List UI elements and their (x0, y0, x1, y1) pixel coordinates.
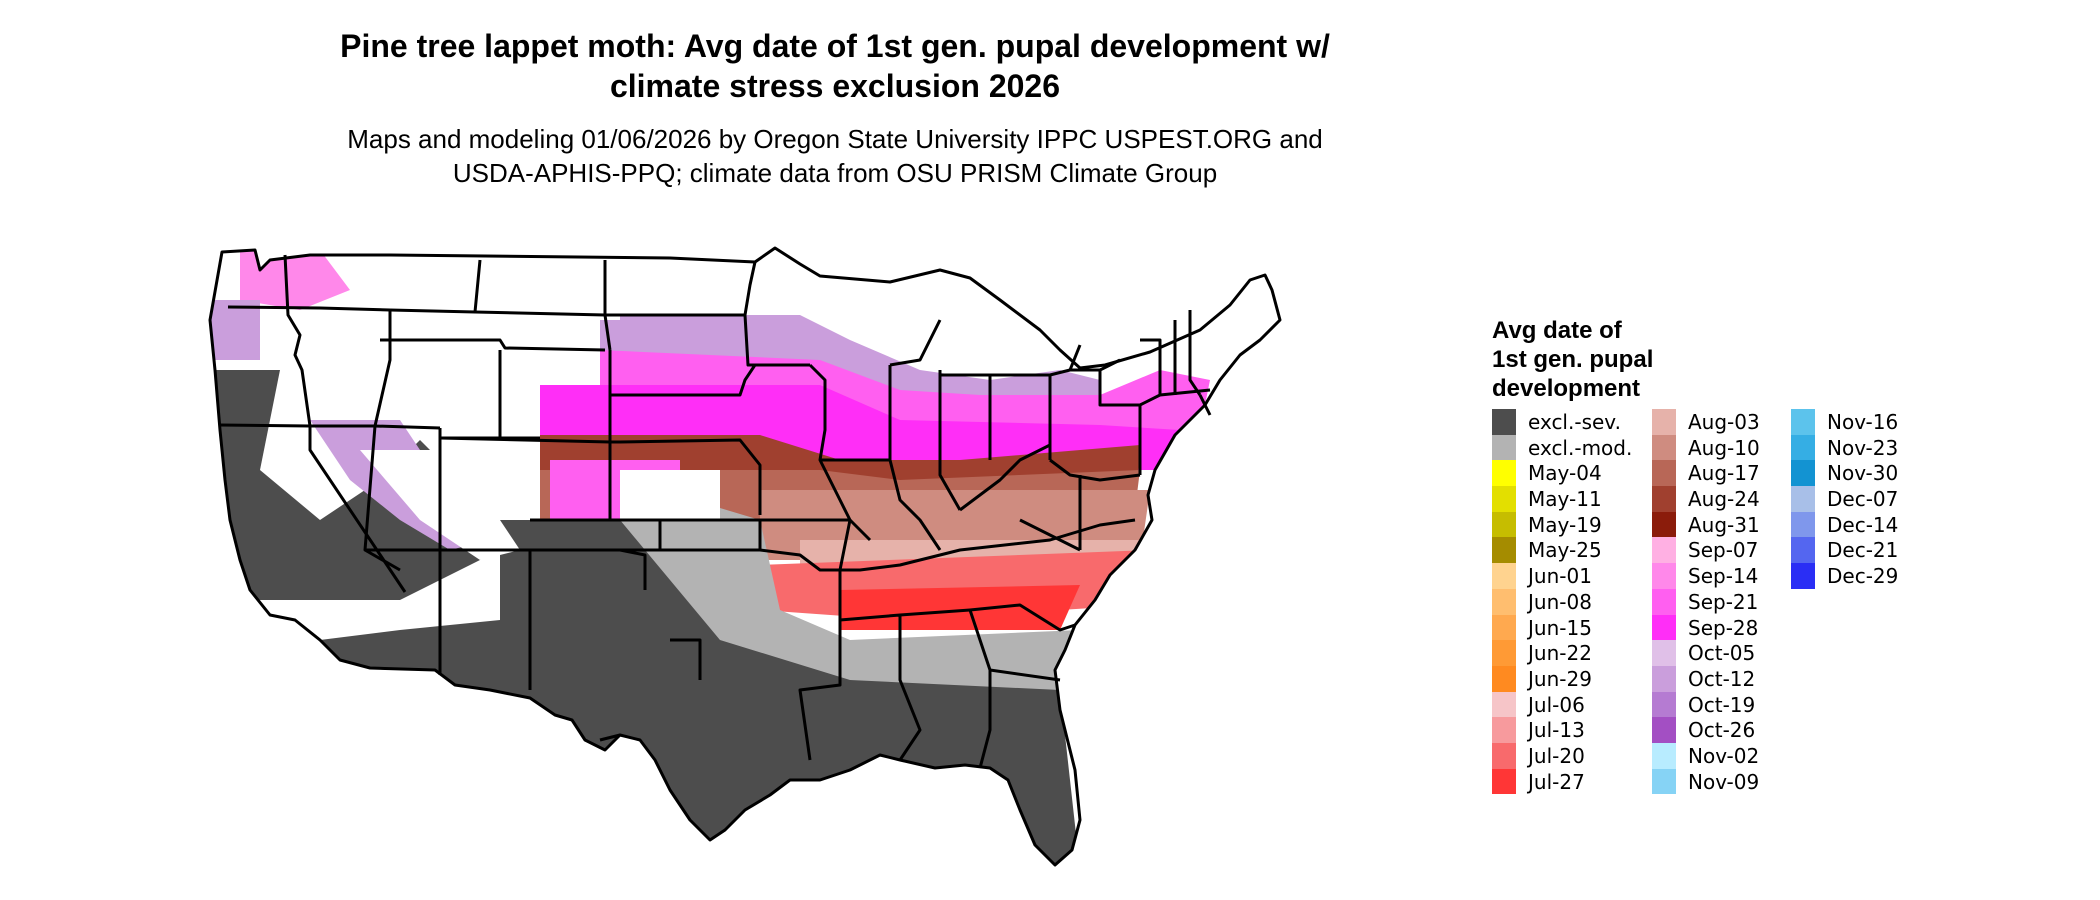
legend-swatch (1492, 588, 1516, 615)
legend-swatch (1652, 563, 1676, 589)
legend-swatch (1652, 409, 1676, 435)
legend-swatch (1492, 640, 1516, 666)
legend-label: May-04 (1528, 461, 1602, 486)
legend-label: Aug-17 (1688, 461, 1760, 486)
legend-swatch (1652, 511, 1676, 538)
legend-swatch (1652, 614, 1676, 641)
legend-label: Jun-01 (1528, 564, 1592, 589)
legend-title-line-3: development (1492, 375, 1641, 402)
legend-swatch (1652, 434, 1676, 461)
legend-swatch (1492, 434, 1516, 461)
legend-label: Jul-20 (1528, 743, 1585, 768)
state-borders (208, 246, 1282, 867)
legend-swatch (1652, 588, 1676, 615)
legend-label: Oct-12 (1688, 666, 1756, 691)
legend-swatch (1492, 717, 1516, 743)
legend-swatch (1791, 563, 1815, 589)
legend-swatch (1652, 665, 1676, 692)
legend-label: Dec-07 (1827, 487, 1899, 512)
legend-swatch (1492, 665, 1516, 692)
map-subtitle: Maps and modeling 01/06/2026 by Oregon S… (260, 122, 1410, 190)
legend-label: excl.-sev. (1528, 410, 1621, 434)
legend-label: Aug-03 (1688, 410, 1760, 434)
legend-swatch (1791, 460, 1815, 487)
legend-title-line-1: Avg date of (1492, 317, 1622, 344)
legend-label: Oct-19 (1688, 692, 1756, 717)
legend-swatch (1652, 691, 1676, 718)
legend-swatch (1492, 537, 1516, 564)
legend-label: Oct-05 (1688, 641, 1756, 666)
legend-swatch (1791, 537, 1815, 564)
legend-label: Nov-16 (1827, 410, 1899, 434)
map-title-line-2: climate stress exclusion 2026 (609, 68, 1061, 104)
us-map (208, 246, 1282, 867)
legend-label: Aug-10 (1688, 435, 1760, 460)
legend-label: Nov-02 (1688, 743, 1760, 768)
legend-label: Oct-26 (1688, 718, 1756, 743)
legend-swatch (1492, 768, 1516, 795)
legend-swatch (1492, 691, 1516, 718)
legend-label: May-19 (1528, 512, 1602, 537)
legend-label: Sep-28 (1688, 615, 1759, 640)
legend-label: Jun-29 (1528, 666, 1592, 691)
legend-label: Nov-09 (1688, 769, 1760, 794)
legend-swatch (1492, 742, 1516, 769)
legend-swatch (1791, 409, 1815, 435)
legend-swatch (1791, 434, 1815, 461)
legend-swatch (1492, 614, 1516, 641)
legend-label: Jul-06 (1528, 692, 1585, 717)
legend-label: Nov-23 (1827, 435, 1899, 460)
legend-label: Sep-21 (1688, 589, 1759, 614)
legend-swatch (1652, 460, 1676, 487)
legend-swatch (1652, 768, 1676, 795)
legend-label: Dec-29 (1827, 564, 1899, 589)
legend-label: Jul-27 (1528, 769, 1585, 794)
legend-label: excl.-mod. (1528, 435, 1633, 460)
map-subtitle-line-1: Maps and modeling 01/06/2026 by Oregon S… (347, 124, 1323, 154)
legend-label: Aug-31 (1688, 512, 1760, 537)
legend-label: Sep-07 (1688, 538, 1759, 563)
legend-label: Jun-22 (1528, 641, 1592, 666)
legend-label: Nov-30 (1827, 461, 1899, 486)
legend-label: Dec-21 (1827, 538, 1899, 563)
legend-swatch (1652, 640, 1676, 666)
legend-label: Jul-13 (1528, 718, 1585, 743)
legend-swatch (1652, 486, 1676, 512)
legend-label: May-25 (1528, 538, 1602, 563)
legend-swatch (1492, 511, 1516, 538)
legend-swatch (1492, 460, 1516, 487)
map-subtitle-line-2: USDA-APHIS-PPQ; climate data from OSU PR… (452, 158, 1218, 188)
legend-title: Avg date of 1st gen. pupal development (1492, 316, 1732, 403)
legend-label: May-11 (1528, 487, 1602, 512)
legend-label: Jun-15 (1528, 615, 1592, 640)
legend-swatch (1652, 537, 1676, 564)
legend-title-line-2: 1st gen. pupal (1492, 346, 1654, 373)
legend-swatch (1492, 486, 1516, 512)
legend-swatch (1492, 563, 1516, 589)
map-title: Pine tree lappet moth: Avg date of 1st g… (260, 26, 1410, 106)
legend-swatch (1791, 511, 1815, 538)
map-title-line-1: Pine tree lappet moth: Avg date of 1st g… (340, 28, 1330, 64)
legend-label: Dec-14 (1827, 512, 1899, 537)
legend-swatch (1652, 742, 1676, 769)
legend-label: Sep-14 (1688, 564, 1759, 589)
legend-label: Aug-24 (1688, 487, 1760, 512)
legend-label: Jun-08 (1528, 589, 1592, 614)
legend-swatch (1492, 409, 1516, 435)
legend-swatch (1791, 486, 1815, 512)
legend-swatch (1652, 717, 1676, 743)
